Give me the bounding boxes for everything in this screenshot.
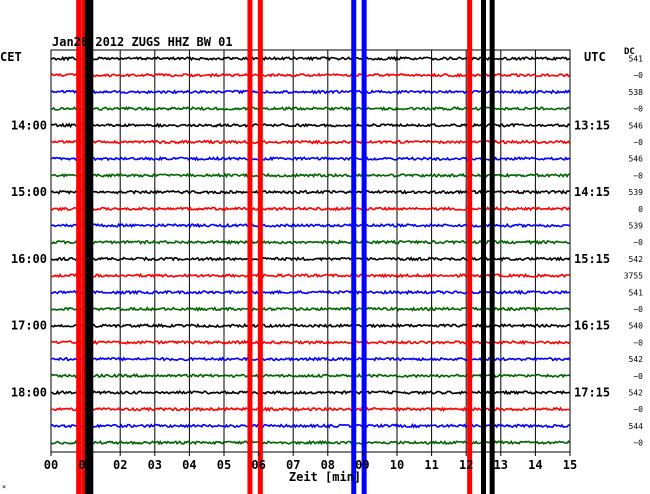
dc-value: 542 bbox=[629, 255, 644, 264]
dc-value: −0 bbox=[633, 372, 643, 381]
event-band bbox=[84, 0, 90, 494]
event-band bbox=[81, 0, 87, 494]
x-tick-label: 11 bbox=[424, 458, 438, 472]
dc-value: 0 bbox=[638, 205, 643, 214]
event-band bbox=[351, 0, 357, 494]
plot-frame bbox=[50, 49, 571, 453]
chart-title: Jan28 2012 ZUGS HHZ BW 01 bbox=[52, 35, 233, 49]
x-tick-label: 04 bbox=[182, 458, 196, 472]
x-tick-label: 07 bbox=[286, 458, 300, 472]
dc-value: −0 bbox=[633, 405, 643, 414]
event-band bbox=[489, 0, 495, 494]
dc-value: −0 bbox=[633, 138, 643, 147]
left-time-label: 16:00 bbox=[11, 252, 47, 266]
x-tick-label: 06 bbox=[251, 458, 265, 472]
x-tick-label: 00 bbox=[44, 458, 58, 472]
x-tick-label: 08 bbox=[321, 458, 335, 472]
cet-label: CET bbox=[0, 50, 22, 64]
x-axis-label: Zeit [min] bbox=[288, 470, 362, 484]
event-band bbox=[361, 0, 367, 494]
dc-value: −0 bbox=[633, 305, 643, 314]
x-tick-label: 02 bbox=[113, 458, 127, 472]
x-tick-label: 10 bbox=[390, 458, 404, 472]
dc-value: 541 bbox=[629, 288, 644, 297]
right-time-label: 16:15 bbox=[574, 319, 610, 333]
dc-value: −0 bbox=[633, 439, 643, 448]
event-band bbox=[481, 0, 486, 494]
event-band bbox=[247, 0, 253, 494]
dc-value: 540 bbox=[629, 322, 644, 331]
utc-label: UTC bbox=[584, 50, 606, 64]
dc-value: 541 bbox=[629, 55, 644, 64]
dc-value: 539 bbox=[629, 222, 644, 231]
x-tick-label: 12 bbox=[459, 458, 473, 472]
dc-value: −0 bbox=[633, 71, 643, 80]
dc-value: 538 bbox=[629, 88, 644, 97]
x-tick-label: 15 bbox=[563, 458, 577, 472]
event-band-layer bbox=[76, 0, 495, 494]
dc-value: 544 bbox=[629, 422, 644, 431]
dc-value: −0 bbox=[633, 338, 643, 347]
x-tick-label: 05 bbox=[217, 458, 231, 472]
dc-label: DC bbox=[624, 47, 635, 57]
event-band bbox=[467, 0, 473, 494]
left-time-label: 15:00 bbox=[11, 185, 47, 199]
dc-value: 539 bbox=[629, 188, 644, 197]
left-time-label: 14:00 bbox=[11, 118, 47, 132]
event-band bbox=[76, 0, 82, 494]
x-tick-label: 01 bbox=[78, 458, 92, 472]
dc-value: 546 bbox=[629, 155, 644, 164]
left-time-label: 18:00 bbox=[11, 386, 47, 400]
dc-value: −0 bbox=[633, 171, 643, 180]
dc-value: −0 bbox=[633, 238, 643, 247]
dc-value: 542 bbox=[629, 355, 644, 364]
x-tick-label: 14 bbox=[528, 458, 542, 472]
x-tick-label: 03 bbox=[148, 458, 162, 472]
dc-value: 3755 bbox=[624, 272, 643, 281]
right-time-label: 15:15 bbox=[574, 252, 610, 266]
event-band bbox=[88, 0, 94, 494]
dc-value: 546 bbox=[629, 121, 644, 130]
right-time-label: 17:15 bbox=[574, 386, 610, 400]
x-tick-label: 09 bbox=[355, 458, 369, 472]
tick-layer: 00 01 02 03 04 05 06 07 08 09 10 11 12 13 14 15 bbox=[44, 452, 577, 472]
dc-value: −0 bbox=[633, 105, 643, 114]
x-tick-label: 13 bbox=[494, 458, 508, 472]
right-time-label: 13:15 bbox=[574, 118, 610, 132]
right-time-label: 14:15 bbox=[574, 185, 610, 199]
corner-mark: × bbox=[2, 483, 7, 491]
left-time-label: 17:00 bbox=[11, 319, 47, 333]
dc-value: 542 bbox=[629, 389, 644, 398]
event-band bbox=[257, 0, 263, 494]
label-layer: 14:00 15:00 16:00 17:00 18:00 13:15 14:15 15:15… bbox=[11, 55, 643, 448]
